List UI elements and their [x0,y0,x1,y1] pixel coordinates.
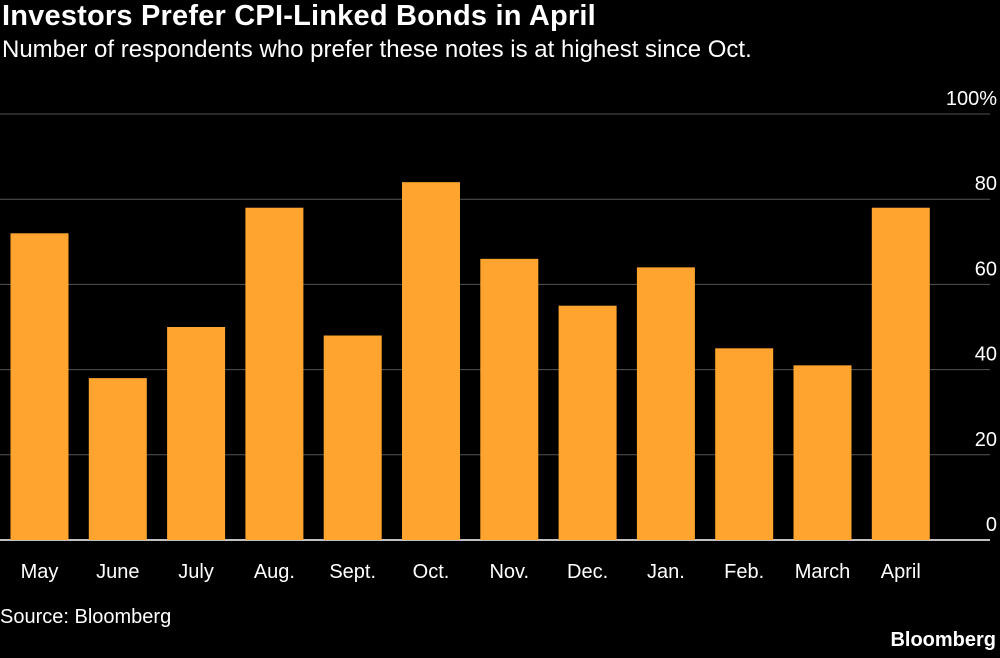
x-tick-label: Dec. [567,561,608,583]
source-note: Source: Bloomberg [0,606,172,628]
x-tick-label: March [795,561,851,583]
chart-subtitle: Number of respondents who prefer these n… [2,36,752,63]
bar-june [88,378,147,540]
y-tick-label: 60 [975,258,997,280]
chart-title: Investors Prefer CPI-Linked Bonds in Apr… [2,0,596,32]
bars [10,182,930,540]
y-tick-label: 20 [975,429,997,451]
bar-dec [558,305,617,540]
bar-april [871,207,930,540]
x-tick-label: April [881,561,921,583]
x-tick-label: Nov. [489,561,529,583]
x-tick-label: Feb. [724,561,764,583]
bar-may [10,233,69,540]
bar-jan [636,267,695,540]
bar-aug [245,207,304,540]
bar-feb [715,348,774,540]
x-tick-label: Sept. [329,561,376,583]
bar-nov [480,258,539,540]
x-tick-label: Jan. [647,561,685,583]
y-tick-label: 40 [975,344,997,366]
x-tick-label: Oct. [413,561,450,583]
y-tick-label: 0 [986,514,997,536]
y-tick-label: 80 [975,173,997,195]
x-tick-label: July [178,561,214,583]
bar-sept [323,335,382,540]
y-tick-label: 100% [946,88,997,110]
brand-logo: Bloomberg [890,629,996,651]
x-tick-label: May [21,561,59,583]
x-tick-label: June [96,561,139,583]
x-tick-label: Aug. [254,561,295,583]
bar-july [167,327,226,540]
bar-oct [402,182,460,540]
bar-march [793,365,852,540]
axis-labels: 0 20 40 60 80 100% May June July Aug. Sept. Oct. Nov… [21,88,998,583]
